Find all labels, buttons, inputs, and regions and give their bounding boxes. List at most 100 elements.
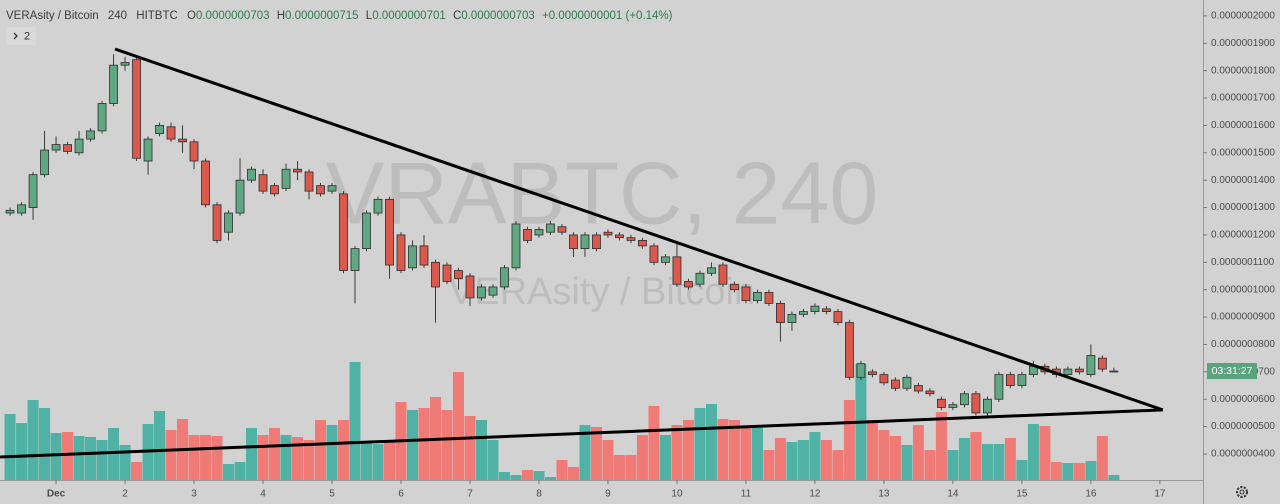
candle-body — [810, 305, 820, 313]
y-tick-label: 0.0000001800 — [1211, 65, 1275, 76]
y-tick-label: 0.0000001900 — [1211, 38, 1275, 49]
x-tick-label: Dec — [47, 489, 66, 500]
candle-body — [17, 204, 26, 214]
y-tick-label: 0.0000001400 — [1211, 175, 1275, 186]
candle-body — [983, 398, 992, 414]
volume-bar — [85, 437, 97, 480]
candle-body — [201, 160, 210, 206]
candle-body — [730, 283, 739, 291]
candle-body — [51, 144, 61, 151]
x-tick-label: 16 — [1085, 489, 1097, 500]
candle-body — [304, 171, 314, 192]
volume-bar — [16, 423, 28, 480]
y-tick-label: 0.0000000800 — [1211, 339, 1275, 350]
candle-body — [799, 311, 808, 315]
candle-body — [143, 138, 153, 162]
candle-body — [465, 275, 475, 299]
y-tick-label: 0.0000001100 — [1211, 257, 1275, 268]
volume-bar — [188, 435, 200, 480]
volume-bar — [464, 416, 476, 480]
candle-body — [442, 264, 452, 282]
volume-bar — [269, 428, 281, 480]
volume-bar — [200, 435, 212, 480]
volume-bar — [211, 436, 223, 480]
volume-bar — [4, 414, 16, 480]
candle-body — [649, 245, 659, 263]
candle-body — [822, 308, 831, 313]
candle-body — [845, 322, 854, 378]
trendline — [0, 408, 1163, 459]
candle-body — [511, 223, 521, 269]
settings-button[interactable] — [1236, 486, 1248, 498]
volume-bars — [4, 362, 1120, 480]
volume-bar — [625, 455, 637, 480]
volume-bar — [717, 419, 729, 480]
ohlc-value: 0.0000000703 — [196, 10, 270, 22]
candle-body — [971, 393, 981, 414]
volume-bar — [694, 408, 706, 480]
symbol: VERAsity / Bitcoin — [6, 10, 99, 22]
candle-body — [638, 240, 647, 247]
candle-body — [327, 185, 337, 192]
volume-bar — [246, 428, 258, 480]
candle-body — [408, 245, 417, 269]
candle-body — [385, 198, 394, 266]
candle-body — [74, 138, 84, 154]
candle-body — [879, 374, 889, 384]
candle-body — [741, 286, 751, 302]
volume-bar — [763, 450, 775, 480]
candle-body — [718, 264, 728, 285]
volume-bar — [303, 440, 315, 480]
x-tick-label: 5 — [329, 489, 335, 500]
volume-bar — [935, 412, 947, 480]
indicator-toggle-box[interactable] — [6, 27, 36, 45]
volume-bar — [292, 437, 304, 480]
volume-bar — [809, 432, 821, 480]
volume-bar — [544, 477, 556, 480]
y-tick-label: 0.0000000400 — [1211, 449, 1275, 460]
x-tick-label: 9 — [605, 489, 611, 500]
volume-bar — [62, 432, 74, 480]
volume-bar — [372, 444, 384, 480]
ohlc-label: H — [277, 10, 285, 22]
axes: 0.0000002000 0.0000001900 0.0000001800 0.00… — [47, 11, 1276, 500]
candle-body — [1086, 355, 1096, 375]
y-tick-label: 0.0000001200 — [1211, 230, 1275, 241]
candle-body — [454, 270, 463, 280]
volume-bar — [406, 410, 418, 480]
volume-bar — [96, 440, 108, 480]
volume-bar — [257, 435, 269, 480]
candle-body — [833, 311, 843, 323]
candle-body — [661, 256, 670, 263]
candle-body — [132, 59, 141, 159]
volume-bar — [751, 428, 763, 480]
volume-bar — [878, 430, 890, 480]
candle-body — [1097, 357, 1107, 370]
candle-body — [1109, 370, 1119, 373]
x-tick-label: 8 — [536, 489, 542, 500]
volume-bar — [590, 427, 602, 480]
volume-bar — [648, 406, 660, 480]
x-tick-label: 4 — [260, 489, 266, 500]
candle-body — [960, 393, 969, 406]
countdown: 03:31:27 — [1212, 365, 1253, 377]
volume-bar — [832, 450, 844, 480]
volume-bar — [510, 475, 522, 480]
gear-icon[interactable] — [1236, 486, 1248, 498]
candle-body — [63, 144, 72, 152]
x-tick-label: 7 — [467, 489, 473, 500]
exchange: HITBTC — [136, 10, 178, 22]
volume-bar — [521, 470, 533, 480]
volume-bar — [50, 433, 62, 480]
gear-center — [1239, 489, 1245, 495]
candle-body — [5, 209, 15, 214]
candle-body — [28, 174, 38, 208]
x-tick-label: 6 — [398, 489, 404, 500]
indicator-toggle[interactable]: 2 — [6, 27, 36, 45]
candle-body — [396, 234, 406, 271]
x-tick-label: 13 — [878, 489, 890, 500]
watermark-main: VRABTC, 240 — [326, 143, 879, 242]
candle-body — [86, 130, 95, 140]
volume-bar — [659, 435, 671, 480]
candle-body — [40, 149, 49, 176]
